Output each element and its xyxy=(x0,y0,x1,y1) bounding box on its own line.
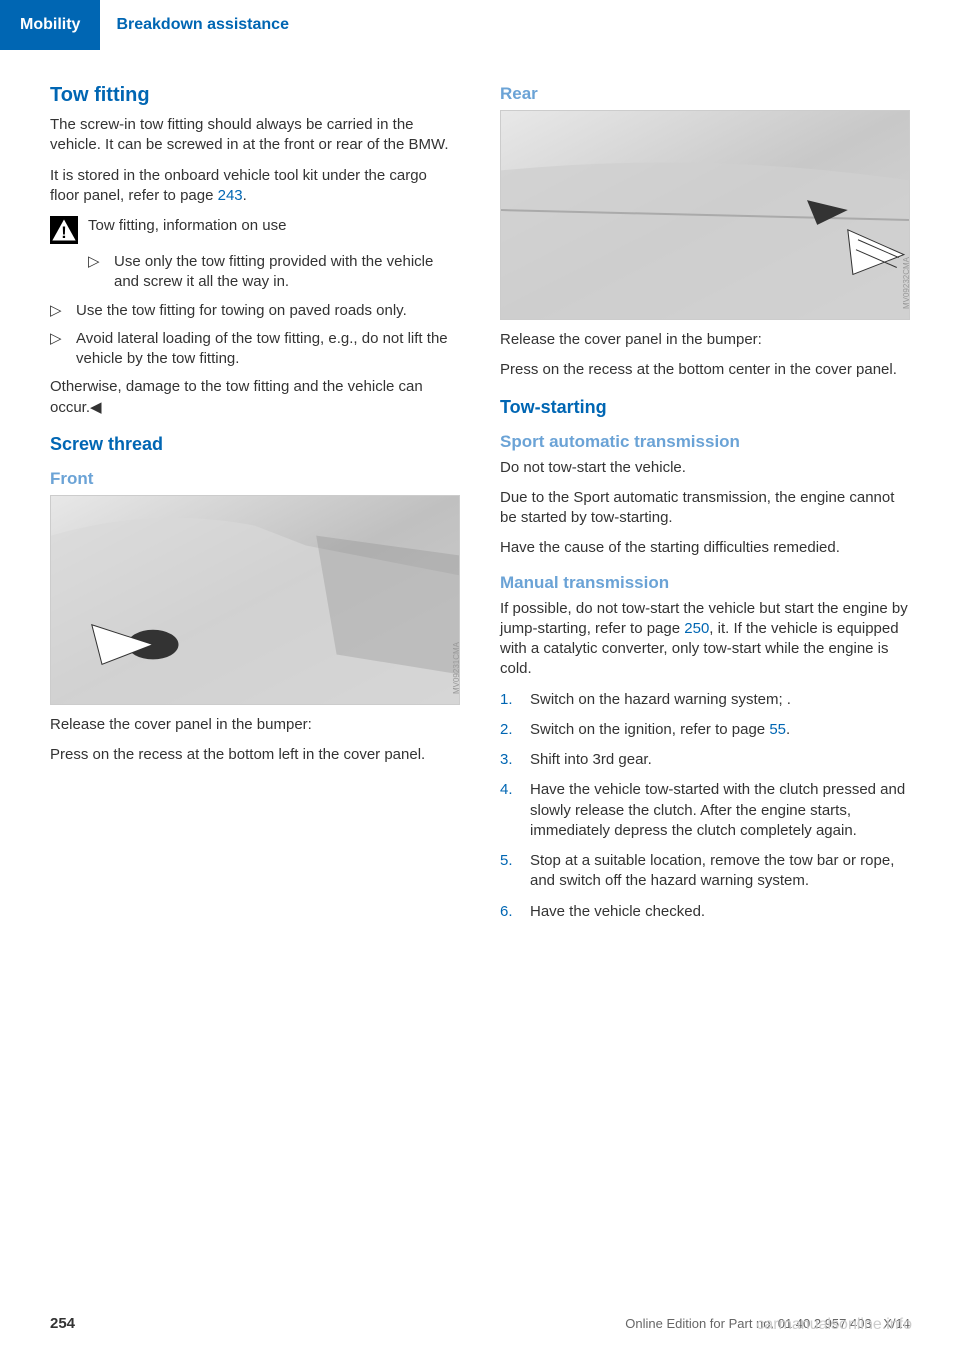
tow-fitting-storage: It is stored in the onboard vehicle tool… xyxy=(50,166,460,207)
bullet-marker: ▷ xyxy=(88,252,104,272)
heading-tow-fitting: Tow fitting xyxy=(50,84,460,107)
bullet-item: ▷ Use only the tow fitting provided with… xyxy=(88,252,460,293)
svg-text:!: ! xyxy=(61,224,66,242)
page-link-250[interactable]: 250 xyxy=(684,620,709,637)
warning-bullets: ▷ Use only the tow fitting provided with… xyxy=(50,252,460,293)
heading-tow-starting: Tow-starting xyxy=(500,397,910,418)
step-4: 4. Have the vehicle tow-started with the… xyxy=(500,780,910,841)
step-number: 6. xyxy=(500,902,520,922)
main-bullets: ▷ Use the tow fitting for towing on pave… xyxy=(50,301,460,370)
step-1: 1. Switch on the hazard warning system; … xyxy=(500,690,910,710)
heading-front: Front xyxy=(50,469,460,489)
bullet-item: ▷ Use the tow fitting for towing on pave… xyxy=(50,301,460,321)
tow-fitting-intro: The screw-in tow fitting should always b… xyxy=(50,115,460,156)
step-number: 3. xyxy=(500,750,520,770)
image-rear-bumper: MV09232CMA xyxy=(500,110,910,320)
heading-screw-thread: Screw thread xyxy=(50,434,460,455)
step-number: 4. xyxy=(500,780,520,800)
step-number: 2. xyxy=(500,720,520,740)
step-2: 2. Switch on the ignition, refer to page… xyxy=(500,720,910,740)
step-5: 5. Stop at a suitable location, remove t… xyxy=(500,851,910,892)
manual-intro: If possible, do not tow-start the vehicl… xyxy=(500,599,910,680)
bullet-marker: ▷ xyxy=(50,301,66,321)
heading-manual: Manual transmission xyxy=(500,573,910,593)
sport-p1: Do not tow-start the vehicle. xyxy=(500,458,910,478)
heading-sport-auto: Sport automatic transmission xyxy=(500,432,910,452)
right-column: Rear MV09232CMA Releas xyxy=(500,70,910,932)
front-instruction-1: Release the cover panel in the bumper: xyxy=(50,715,460,735)
footer-text: Online Edition for Part no. 01 40 2 957 … xyxy=(625,1316,910,1331)
step-6: 6. Have the vehicle checked. xyxy=(500,902,910,922)
bullet-item: ▷ Avoid lateral loading of the tow fitti… xyxy=(50,329,460,370)
tab-mobility: Mobility xyxy=(0,0,100,50)
warning-block: ! Tow fitting, information on use xyxy=(50,216,460,244)
page-link-55[interactable]: 55 xyxy=(769,721,786,738)
tab-breakdown: Breakdown assistance xyxy=(100,0,309,50)
footer: 254 Online Edition for Part no. 01 40 2 … xyxy=(0,1315,960,1332)
page-number: 254 xyxy=(50,1315,75,1332)
step-number: 5. xyxy=(500,851,520,871)
step-3: 3. Shift into 3rd gear. xyxy=(500,750,910,770)
front-instruction-2: Press on the recess at the bottom left i… xyxy=(50,745,460,765)
bullet-marker: ▷ xyxy=(50,329,66,349)
image-label: MV09231CMA xyxy=(452,642,461,694)
page-link-243[interactable]: 243 xyxy=(218,187,243,204)
warning-icon: ! xyxy=(50,216,78,244)
image-front-bumper: MV09231CMA xyxy=(50,495,460,705)
rear-instruction-1: Release the cover panel in the bumper: xyxy=(500,330,910,350)
image-label: MV09232CMA xyxy=(902,257,911,309)
left-column: Tow fitting The screw-in tow fitting sho… xyxy=(50,70,460,932)
step-number: 1. xyxy=(500,690,520,710)
warning-title: Tow fitting, information on use xyxy=(88,216,286,236)
manual-steps: 1. Switch on the hazard warning system; … xyxy=(500,690,910,922)
heading-rear: Rear xyxy=(500,84,910,104)
header: Mobility Breakdown assistance xyxy=(0,0,960,50)
sport-p2: Due to the Sport automatic transmission,… xyxy=(500,488,910,529)
rear-instruction-2: Press on the recess at the bottom center… xyxy=(500,360,910,380)
content: Tow fitting The screw-in tow fitting sho… xyxy=(0,50,960,932)
sport-p3: Have the cause of the starting difficult… xyxy=(500,538,910,558)
warning-footer: Otherwise, damage to the tow fitting and… xyxy=(50,377,460,418)
